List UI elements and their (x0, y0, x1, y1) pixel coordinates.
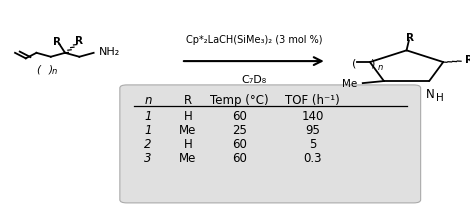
Text: R: R (184, 94, 192, 106)
Text: 140: 140 (301, 110, 324, 123)
Text: 1: 1 (144, 110, 152, 123)
Text: N: N (426, 88, 435, 101)
Text: NH₂: NH₂ (99, 47, 120, 57)
Text: 5: 5 (309, 138, 316, 151)
Text: C₇D₈: C₇D₈ (241, 74, 266, 84)
Text: ): ) (370, 58, 375, 68)
Text: (: ( (352, 58, 356, 68)
Text: n: n (377, 63, 383, 72)
Text: n: n (144, 94, 152, 106)
FancyBboxPatch shape (120, 85, 421, 203)
Text: ): ) (48, 64, 52, 74)
Text: H: H (184, 138, 192, 151)
Text: H: H (436, 92, 443, 102)
Text: 25: 25 (232, 124, 247, 137)
Text: R: R (75, 36, 83, 46)
Text: 60: 60 (232, 110, 247, 123)
Text: 95: 95 (305, 124, 320, 137)
Text: 2: 2 (144, 138, 152, 151)
Text: 60: 60 (232, 152, 247, 164)
Text: R: R (406, 33, 415, 43)
Text: Cp*₂LaCH(SiMe₃)₂ (3 mol %): Cp*₂LaCH(SiMe₃)₂ (3 mol %) (186, 35, 322, 45)
Text: H: H (184, 110, 192, 123)
Text: (: ( (36, 64, 40, 74)
Text: 60: 60 (232, 138, 247, 151)
Text: Me: Me (180, 152, 196, 164)
Text: Me: Me (180, 124, 196, 137)
Text: R: R (53, 37, 61, 47)
Text: Temp (°C): Temp (°C) (211, 94, 269, 106)
Text: Me: Me (343, 78, 358, 88)
Text: n: n (51, 67, 56, 76)
Text: 1: 1 (144, 124, 152, 137)
Text: 0.3: 0.3 (303, 152, 322, 164)
Text: R: R (465, 55, 470, 65)
Text: 3: 3 (144, 152, 152, 164)
Text: TOF (h⁻¹): TOF (h⁻¹) (285, 94, 340, 106)
